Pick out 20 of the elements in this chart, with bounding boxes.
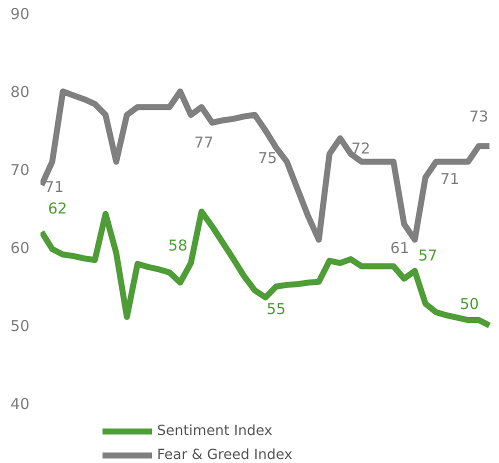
data-label: 77 bbox=[194, 133, 214, 152]
data-label: 57 bbox=[418, 246, 438, 264]
y-tick-label: 60 bbox=[10, 239, 30, 257]
data-label: 55 bbox=[266, 300, 286, 318]
data-label: 58 bbox=[168, 236, 188, 255]
data-label: 62 bbox=[48, 199, 68, 218]
y-tick-label: 80 bbox=[10, 83, 30, 101]
data-label: 50 bbox=[460, 295, 479, 313]
legend-label: Sentiment Index bbox=[157, 423, 272, 439]
data-label: 73 bbox=[469, 108, 488, 126]
data-label: 72 bbox=[351, 139, 370, 158]
data-label: 71 bbox=[44, 178, 64, 196]
y-tick-label: 90 bbox=[10, 5, 30, 23]
y-tick-label: 70 bbox=[10, 161, 30, 179]
data-label: 61 bbox=[390, 239, 410, 258]
y-tick-label: 40 bbox=[10, 395, 30, 413]
data-label: 71 bbox=[440, 170, 460, 188]
legend-label: Fear & Greed Index bbox=[157, 447, 292, 463]
y-tick-label: 50 bbox=[10, 317, 30, 335]
data-label: 75 bbox=[258, 149, 278, 167]
